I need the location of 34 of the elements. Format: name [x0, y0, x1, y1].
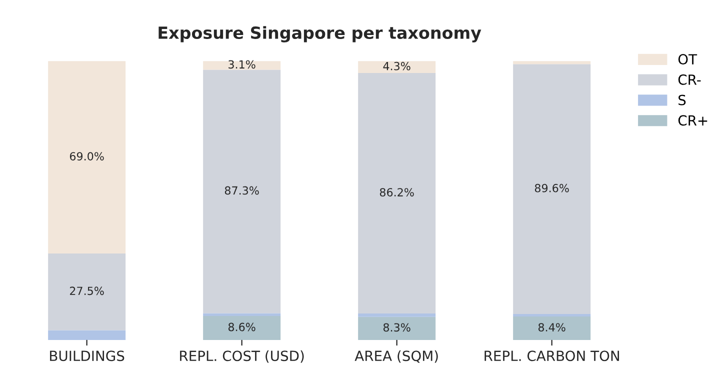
- bar: [358, 73, 436, 314]
- data-label: 86.2%: [380, 188, 414, 196]
- data-label: 4.3%: [383, 62, 410, 70]
- data-label: 87.3%: [224, 186, 259, 195]
- legend-label: OT: [678, 54, 698, 65]
- bar: [48, 61, 126, 254]
- bar: [358, 313, 436, 317]
- x-tick-label: REPL. CARBON TON: [484, 350, 619, 362]
- data-label: 69.0%: [70, 152, 104, 161]
- bar: [513, 64, 591, 314]
- data-label: 27.5%: [70, 286, 104, 296]
- data-label: 8.3%: [383, 323, 410, 332]
- legend-label: S: [678, 94, 686, 106]
- legend-label: CR+: [678, 115, 708, 126]
- bar: [203, 61, 281, 70]
- bar: [48, 330, 126, 340]
- data-label: 89.6%: [534, 184, 569, 192]
- x-tick-label: BUILDINGS: [50, 350, 124, 362]
- data-label: 8.4%: [538, 323, 566, 332]
- bar: [358, 316, 436, 340]
- bar: [48, 254, 126, 330]
- x-tick-label: AREA (SQM): [354, 350, 438, 363]
- chart-title: Exposure Singapore per taxonomy: [158, 26, 482, 42]
- bar: [203, 313, 281, 316]
- x-tick-label: REPL. COST (USD): [180, 350, 304, 363]
- bar: [203, 70, 281, 314]
- data-label: 8.6%: [228, 322, 256, 332]
- bar: [203, 316, 281, 340]
- data-label: 3.1%: [228, 60, 256, 69]
- bar: [513, 314, 591, 317]
- bar: [358, 61, 436, 74]
- legend-label: CR-: [678, 74, 701, 85]
- bar: [513, 61, 591, 64]
- bar: [513, 316, 591, 340]
